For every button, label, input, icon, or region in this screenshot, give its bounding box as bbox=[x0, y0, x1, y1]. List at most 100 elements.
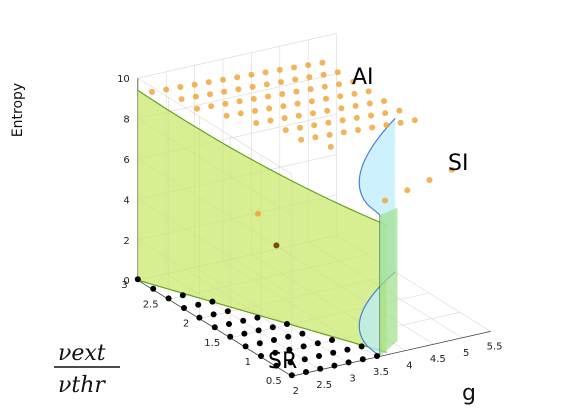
data-point bbox=[334, 69, 341, 76]
data-point bbox=[250, 95, 257, 102]
x-tick-label: 5 bbox=[463, 348, 469, 359]
data-point bbox=[178, 96, 185, 103]
data-point bbox=[311, 122, 318, 129]
data-point bbox=[150, 285, 157, 292]
data-point bbox=[396, 107, 403, 114]
data-point bbox=[273, 362, 280, 369]
data-point bbox=[271, 337, 277, 343]
data-point bbox=[226, 321, 232, 327]
data-point bbox=[255, 327, 262, 334]
data-point bbox=[227, 333, 234, 340]
y-axis-title-denominator: νthr bbox=[58, 373, 106, 398]
data-point bbox=[359, 356, 366, 363]
z-tick-label: 8 bbox=[123, 115, 129, 126]
data-point bbox=[181, 305, 187, 311]
data-point bbox=[295, 112, 302, 119]
data-point bbox=[411, 117, 418, 124]
si-region-top-edge bbox=[358, 117, 396, 216]
data-point bbox=[321, 83, 328, 90]
data-point bbox=[284, 321, 290, 327]
data-point bbox=[179, 292, 186, 299]
data-point bbox=[221, 88, 228, 95]
data-point bbox=[252, 107, 258, 114]
data-point bbox=[324, 107, 331, 114]
y-axis-title: νext νthr bbox=[54, 341, 120, 398]
data-point bbox=[448, 166, 455, 173]
data-point bbox=[352, 102, 359, 109]
data-point bbox=[294, 100, 301, 107]
data-point bbox=[262, 69, 269, 76]
y-tick-label: 1 bbox=[245, 357, 251, 368]
data-point bbox=[222, 100, 229, 107]
data-point bbox=[272, 349, 279, 356]
data-point bbox=[256, 340, 263, 347]
data-point bbox=[210, 311, 217, 318]
data-point bbox=[269, 324, 276, 331]
data-point bbox=[358, 343, 365, 350]
data-point bbox=[404, 187, 411, 194]
data-point bbox=[339, 117, 346, 124]
data-point bbox=[224, 308, 231, 315]
data-point bbox=[351, 90, 358, 97]
x-tick-label: 5.5 bbox=[487, 341, 503, 352]
x-tick-label: 3 bbox=[349, 373, 355, 384]
data-point bbox=[319, 59, 326, 66]
data-point bbox=[338, 105, 345, 112]
back-wall-grid-line bbox=[137, 33, 337, 79]
data-point bbox=[209, 298, 216, 305]
data-point bbox=[336, 81, 342, 88]
y-axis-title-numerator: νext bbox=[58, 341, 106, 366]
data-point bbox=[281, 115, 288, 122]
data-point bbox=[134, 276, 141, 283]
data-point bbox=[308, 98, 315, 105]
data-point bbox=[369, 124, 376, 131]
data-point bbox=[300, 343, 307, 350]
data-point bbox=[307, 86, 314, 93]
data-point bbox=[248, 71, 255, 78]
data-point bbox=[242, 343, 249, 350]
x-tick-label: 2 bbox=[293, 386, 299, 397]
data-point bbox=[194, 105, 200, 112]
data-point bbox=[208, 103, 215, 110]
data-point bbox=[223, 112, 230, 119]
data-point bbox=[265, 93, 271, 100]
sr-region-surface bbox=[137, 90, 387, 353]
left-wall-grid-line bbox=[137, 77, 292, 175]
y-tick-label: 2.5 bbox=[143, 299, 159, 310]
data-point bbox=[253, 120, 260, 126]
z-axis-title: Entropy bbox=[10, 83, 26, 137]
z-tick-label: 10 bbox=[117, 74, 130, 85]
data-points bbox=[134, 59, 455, 379]
data-point bbox=[288, 372, 295, 379]
data-point bbox=[327, 143, 334, 150]
data-point bbox=[177, 84, 184, 90]
data-point bbox=[383, 122, 390, 129]
data-point bbox=[196, 314, 203, 321]
data-point bbox=[240, 317, 247, 324]
data-point bbox=[381, 98, 387, 104]
data-point bbox=[282, 127, 289, 134]
data-point bbox=[285, 333, 292, 340]
x-tick-label: 4 bbox=[406, 361, 412, 372]
region-label-sr: SR bbox=[268, 349, 297, 374]
data-point bbox=[163, 86, 170, 93]
data-point bbox=[292, 76, 299, 83]
x-tick-label: 3.5 bbox=[373, 367, 389, 378]
data-point bbox=[263, 81, 270, 88]
data-point bbox=[287, 359, 294, 366]
data-point bbox=[195, 301, 202, 308]
data-point bbox=[234, 74, 241, 81]
data-point bbox=[237, 110, 244, 117]
data-point bbox=[299, 330, 306, 337]
data-point bbox=[301, 356, 308, 363]
data-point bbox=[374, 353, 380, 359]
data-point bbox=[254, 210, 261, 217]
data-point bbox=[312, 134, 319, 141]
data-point bbox=[286, 346, 293, 353]
data-point bbox=[205, 79, 212, 86]
data-point bbox=[340, 129, 347, 136]
x-axis-line bbox=[291, 331, 491, 377]
y-tick-label: 1.5 bbox=[204, 338, 220, 349]
data-point bbox=[207, 91, 213, 98]
